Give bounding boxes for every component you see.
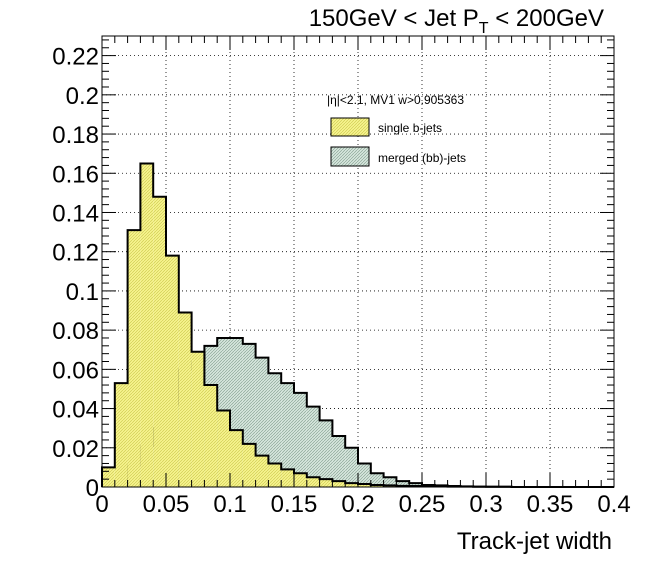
histogram-bin <box>140 163 154 487</box>
histogram-bin <box>268 463 282 487</box>
histogram-bin <box>358 463 371 487</box>
x-tick-label: 0.1 <box>213 491 246 518</box>
histogram-bin <box>332 481 346 487</box>
y-tick-label: 0.16 <box>52 161 99 188</box>
histogram-bin <box>178 312 192 487</box>
histogram-bin <box>396 481 410 487</box>
y-tick-label: 0.06 <box>52 357 99 384</box>
histogram-bin <box>153 196 166 487</box>
histogram-bin <box>242 443 256 487</box>
histogram-bin <box>204 385 218 487</box>
histogram-bin <box>191 351 205 487</box>
x-tick-label: 0.25 <box>399 491 446 518</box>
histogram-bin <box>332 436 346 487</box>
histogram-bin <box>383 477 397 487</box>
histogram-bin <box>294 392 307 487</box>
y-tick-label: 0.18 <box>52 122 99 149</box>
histogram-bin <box>370 473 384 487</box>
histogram-bin <box>102 467 115 487</box>
legend-label-merged-bb-jets: merged (bb)-jets <box>378 151 466 165</box>
y-tick-label: 0.12 <box>52 240 99 267</box>
histogram-bin <box>268 373 282 487</box>
y-axis-tick-labels: 0 0.02 0.04 0.06 0.08 0.1 0.12 0.14 0.16 0.18 0.2 0… <box>52 44 99 502</box>
histogram-bin <box>127 230 141 487</box>
y-tick-label: 0.02 <box>52 436 99 463</box>
histogram-bin <box>319 479 333 487</box>
y-tick-label: 0.22 <box>52 44 99 71</box>
x-tick-label: 0.3 <box>469 491 502 518</box>
series-single-b-jets <box>101 162 614 488</box>
x-tick-label: 0.2 <box>341 491 374 518</box>
histogram-bin <box>114 383 128 487</box>
histogram-bin <box>230 430 243 487</box>
y-tick-label: 0.04 <box>52 397 99 424</box>
histogram-bin <box>281 383 294 487</box>
histogram-bin <box>345 483 358 487</box>
x-tick-label: 0.15 <box>271 491 318 518</box>
histogram-bin <box>255 455 269 487</box>
chart-title-subscript: T <box>479 20 489 37</box>
histogram-bin <box>166 255 179 487</box>
y-tick-label: 0.08 <box>52 318 99 345</box>
histogram-bars <box>101 162 614 488</box>
histogram-bin <box>294 473 307 487</box>
legend-label-single-b-jets: single b-jets <box>378 121 442 135</box>
legend-swatch-merged-bb-jets <box>330 146 370 167</box>
x-tick-label: 0.05 <box>143 491 190 518</box>
chart-title: 150GeV < Jet PT < 200GeV <box>309 5 604 37</box>
y-tick-label: 0.2 <box>66 83 99 110</box>
histogram-bin <box>319 420 333 487</box>
histogram-bin <box>306 406 320 487</box>
y-tick-label: 0.1 <box>66 279 99 306</box>
legend-header: |η|<2.1, MV1 w>0.905363 <box>327 93 464 107</box>
histogram-bin <box>306 477 320 487</box>
y-tick-label: 0.14 <box>52 200 99 227</box>
x-tick-label: 0.35 <box>527 491 574 518</box>
x-axis-label: Track-jet width <box>457 528 612 555</box>
axis-ticks <box>101 36 615 488</box>
x-axis-tick-labels: 0 0.05 0.1 0.15 0.2 0.25 0.3 0.35 0.4 <box>95 491 630 518</box>
histogram-bin <box>281 469 294 487</box>
x-tick-label: 0 <box>95 491 108 518</box>
histogram-bin <box>358 484 371 487</box>
legend-swatch-single-b-jets <box>330 117 370 137</box>
histogram-bin <box>345 447 358 487</box>
histogram-bin <box>217 410 230 487</box>
x-tick-label: 0.4 <box>597 491 630 518</box>
legend: |η|<2.1, MV1 w>0.905363 single b-jets me… <box>327 93 466 167</box>
y-tick-label: 0 <box>86 475 99 502</box>
